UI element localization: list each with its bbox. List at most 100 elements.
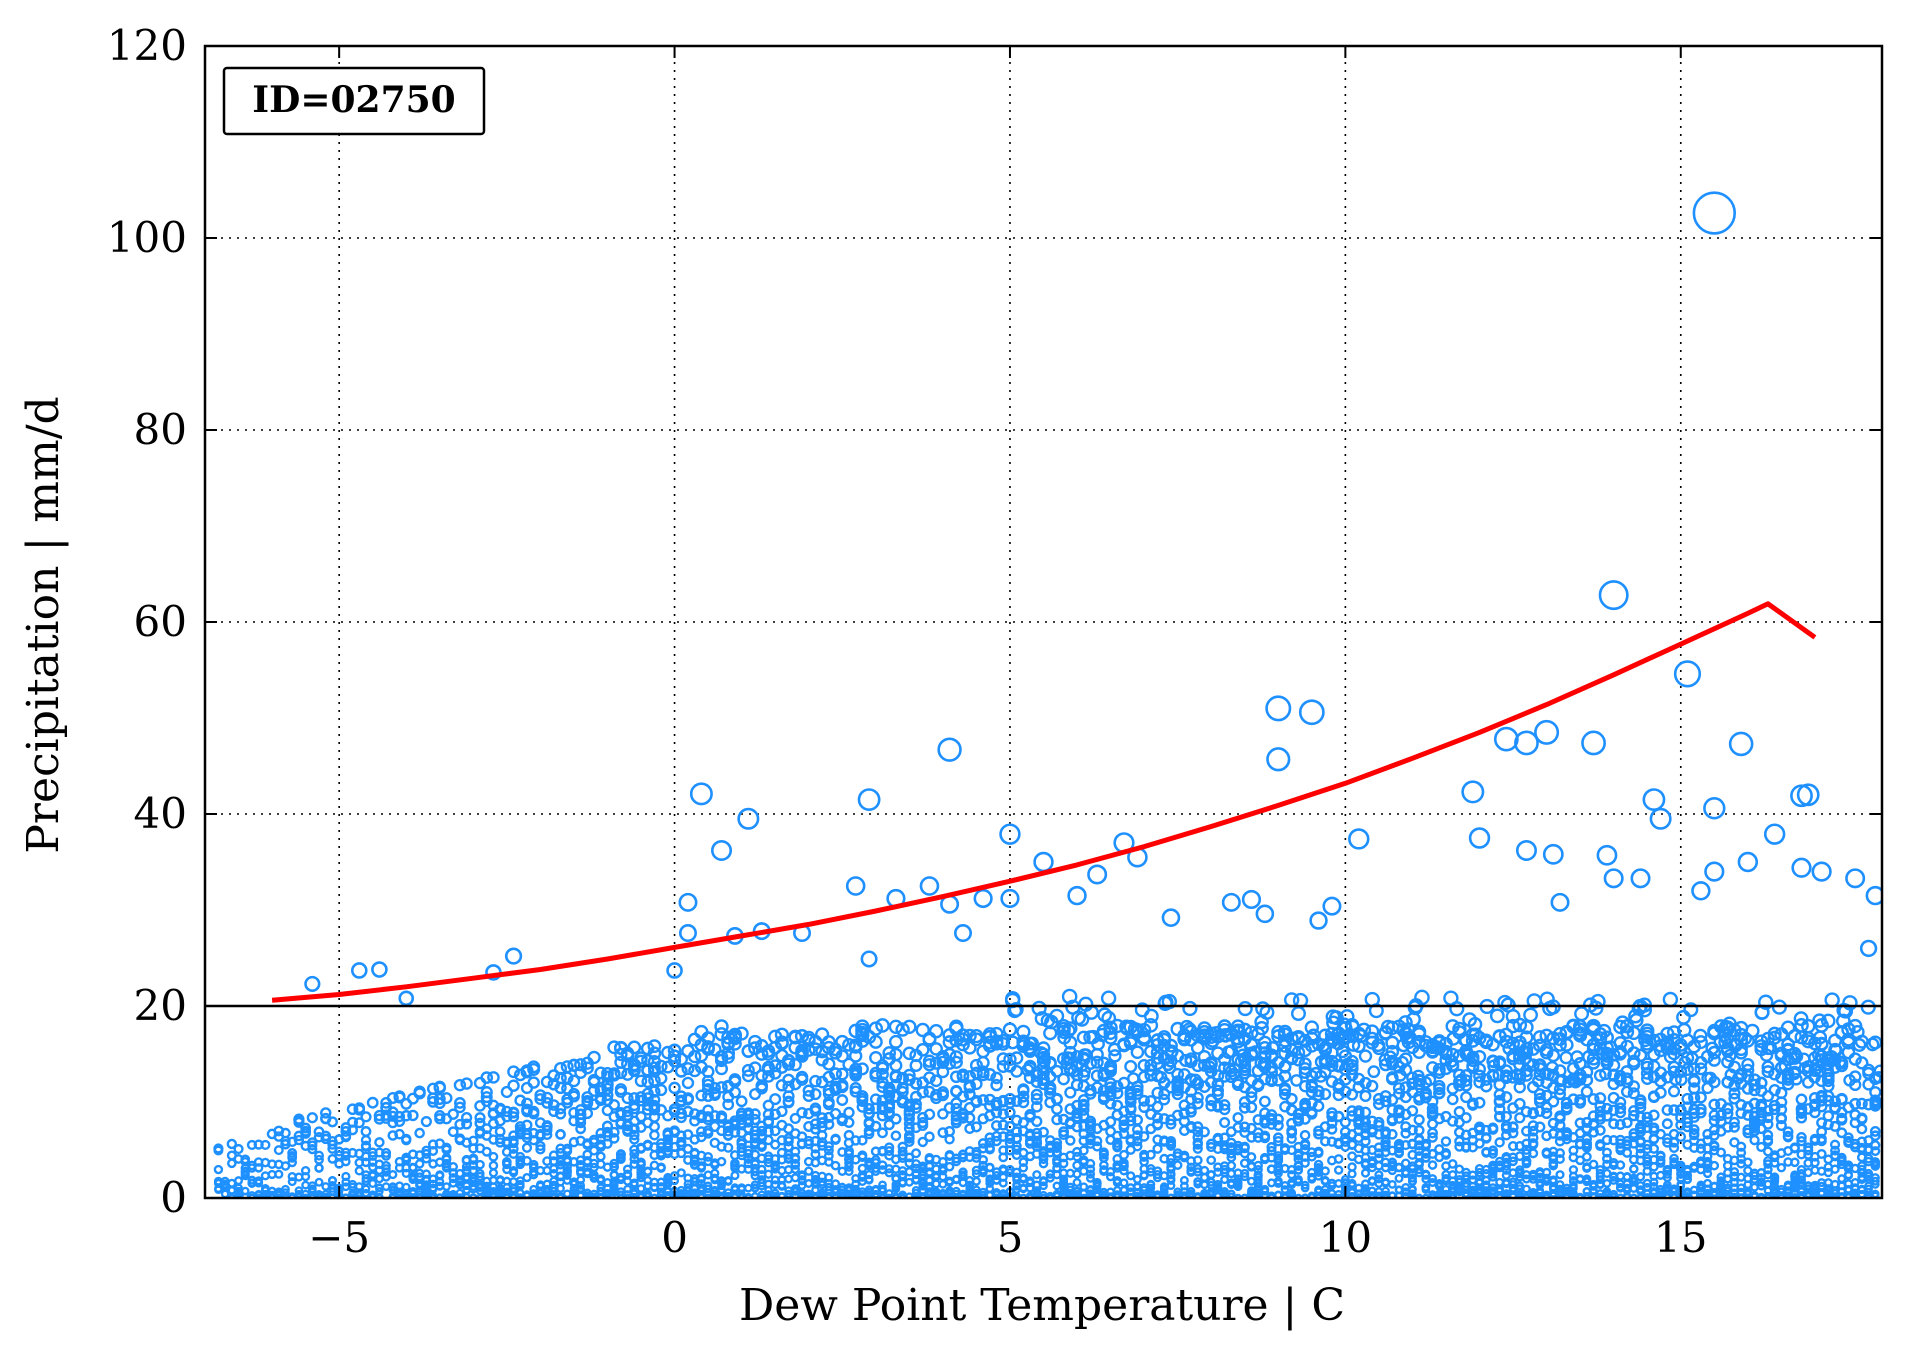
scatter-point xyxy=(696,1163,707,1173)
scatter-point xyxy=(1495,1184,1505,1194)
scatter-point xyxy=(1380,1019,1396,1035)
scatter-point xyxy=(1822,1110,1835,1122)
scatter-point xyxy=(1222,1062,1236,1076)
scatter-point xyxy=(1092,1179,1102,1189)
scatter-point xyxy=(587,1050,601,1065)
scatter-point xyxy=(1447,1159,1458,1169)
scatter-point xyxy=(1761,1065,1775,1078)
scatter-point xyxy=(1675,1160,1686,1171)
scatter-point xyxy=(929,1042,943,1056)
scatter-point xyxy=(1596,1023,1612,1039)
scatter-point xyxy=(1737,851,1759,873)
scatter-point xyxy=(864,1175,874,1185)
scatter-point xyxy=(1869,1126,1881,1137)
scatter-point xyxy=(1454,1073,1468,1087)
scatter-point xyxy=(1211,1069,1225,1083)
scatter-point xyxy=(1340,1174,1350,1184)
scatter-point xyxy=(1353,1029,1368,1044)
scatter-point xyxy=(1728,1116,1740,1128)
scatter-point xyxy=(1305,1097,1318,1110)
scatter-point xyxy=(656,1182,666,1192)
scatter-point xyxy=(1300,1183,1310,1193)
scatter-point xyxy=(1205,1033,1220,1048)
scatter-point xyxy=(1265,1065,1278,1079)
scatter-point xyxy=(1346,1088,1359,1101)
scatter-point xyxy=(1533,1088,1546,1101)
scatter-point xyxy=(666,962,683,979)
scatter-point xyxy=(1594,1092,1607,1105)
scatter-point xyxy=(1588,1159,1599,1170)
scatter-point xyxy=(1273,1155,1284,1166)
scatter-point xyxy=(1110,1018,1125,1034)
scatter-point xyxy=(1059,1177,1069,1187)
scatter-point xyxy=(1051,1114,1063,1126)
scatter-point xyxy=(1515,839,1537,861)
scatter-point xyxy=(340,1130,352,1142)
scatter-point xyxy=(1203,1060,1217,1074)
scatter-point xyxy=(802,1089,815,1102)
scatter-point xyxy=(1108,1049,1122,1063)
scatter-point xyxy=(1675,1131,1687,1142)
scatter-point xyxy=(795,1047,809,1061)
scatter-point xyxy=(756,1141,767,1152)
scatter-point xyxy=(1574,1006,1590,1022)
scatter-point xyxy=(781,1057,796,1071)
scatter-point xyxy=(1045,1173,1055,1183)
scatter-point xyxy=(1085,1164,1096,1174)
scatter-point xyxy=(601,1066,614,1080)
scatter-point xyxy=(782,1080,795,1094)
scatter-point xyxy=(1272,1119,1284,1131)
scatter-point xyxy=(1767,1026,1782,1041)
scatter-point xyxy=(1414,1164,1424,1175)
scatter-point xyxy=(1393,1106,1405,1119)
scatter-point xyxy=(963,1101,976,1114)
scatter-point xyxy=(1649,807,1672,830)
scatter-point xyxy=(1873,1064,1882,1078)
scatter-point xyxy=(304,975,321,993)
scatter-point xyxy=(1192,1121,1204,1133)
scatter-point xyxy=(614,1085,627,1098)
scatter-point xyxy=(1266,747,1291,772)
scatter-point xyxy=(1125,1115,1137,1127)
scatter-point xyxy=(1395,1055,1409,1070)
scatter-point xyxy=(1152,1166,1163,1176)
scatter-point xyxy=(1291,1053,1306,1067)
scatter-point xyxy=(1794,1018,1809,1033)
scatter-point xyxy=(1078,1145,1089,1156)
scatter-point xyxy=(1709,1140,1720,1151)
scatter-point xyxy=(1344,1028,1360,1043)
scatter-point xyxy=(1293,1176,1303,1186)
scatter-point xyxy=(621,1092,634,1105)
scatter-point xyxy=(1694,1091,1707,1104)
scatter-point xyxy=(1855,1056,1869,1070)
scatter-point xyxy=(923,1108,936,1121)
scatter-point xyxy=(678,924,697,943)
scatter-point xyxy=(808,1042,823,1056)
scatter-point xyxy=(1394,1173,1404,1183)
scatter-point xyxy=(1367,1065,1381,1079)
scatter-point xyxy=(1641,1116,1653,1128)
scatter-point xyxy=(522,1155,532,1166)
fit-curve xyxy=(271,601,1817,1003)
scatter-point xyxy=(1278,1059,1292,1073)
scatter-point xyxy=(1627,1080,1641,1093)
scatter-point xyxy=(1856,1112,1868,1124)
scatter-point xyxy=(627,1040,642,1055)
scatter-point xyxy=(1031,1000,1047,1016)
scatter-point xyxy=(1237,1022,1252,1038)
scatter-point xyxy=(240,1171,250,1181)
scatter-point xyxy=(891,1184,901,1194)
scatter-point xyxy=(346,1103,359,1116)
scatter-point xyxy=(562,1162,572,1172)
scatter-point xyxy=(1687,1075,1701,1088)
scatter-point xyxy=(1682,1174,1692,1184)
scatter-point xyxy=(890,1130,902,1142)
scatter-point xyxy=(1221,1045,1236,1059)
scatter-point xyxy=(810,1149,821,1160)
scatter-point xyxy=(1716,1177,1726,1187)
scatter-point xyxy=(822,1070,836,1084)
scatter-point xyxy=(1206,1187,1216,1196)
scatter-point xyxy=(1821,1051,1836,1065)
scatter-point xyxy=(1581,1142,1592,1153)
scatter-point xyxy=(804,1166,814,1176)
